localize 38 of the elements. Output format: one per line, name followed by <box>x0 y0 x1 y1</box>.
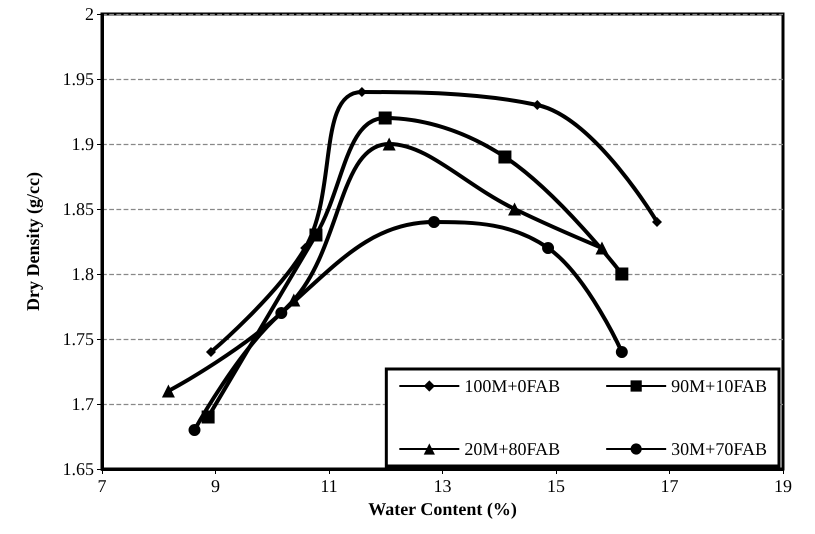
point <box>202 410 215 424</box>
x-tick-label: 17 <box>660 476 678 496</box>
x-tick-label: 15 <box>547 476 565 496</box>
legend-label: 20M+80FAB <box>464 439 560 459</box>
y-tick-label: 1.9 <box>72 134 94 154</box>
legend-label: 100M+0FAB <box>464 376 560 396</box>
y-tick-label: 1.8 <box>72 264 94 284</box>
x-tick-label: 11 <box>320 476 338 496</box>
point <box>206 347 216 357</box>
point <box>508 202 522 216</box>
legend-label: 30M+70FAB <box>671 439 768 459</box>
point <box>275 307 288 319</box>
point <box>616 346 628 358</box>
point <box>652 217 662 227</box>
point <box>595 242 608 254</box>
y-tick-label: 1.95 <box>62 69 94 89</box>
point <box>615 268 628 280</box>
y-tick-label: 1.85 <box>62 199 94 219</box>
point <box>378 112 392 124</box>
point <box>498 150 512 164</box>
point <box>428 216 440 228</box>
point <box>382 138 396 150</box>
x-tick-label: 13 <box>434 476 452 496</box>
point <box>309 228 322 242</box>
y-axis-title: Dry Density (g/cc) <box>23 172 43 311</box>
y-tick-label: 1.7 <box>72 394 94 414</box>
y-tick-label: 1.75 <box>62 329 94 349</box>
point <box>542 242 554 254</box>
point <box>162 384 175 398</box>
x-tick-label: 19 <box>774 476 792 496</box>
point <box>532 100 542 110</box>
x-axis-title: Water Content (%) <box>368 498 517 519</box>
point <box>188 424 201 436</box>
y-tick-label: 1.65 <box>62 459 94 479</box>
x-tick-label: 9 <box>211 476 220 496</box>
y-tick-label: 2 <box>85 4 94 24</box>
legend-label: 90M+10FAB <box>671 376 768 396</box>
x-tick-label: 7 <box>98 476 106 496</box>
